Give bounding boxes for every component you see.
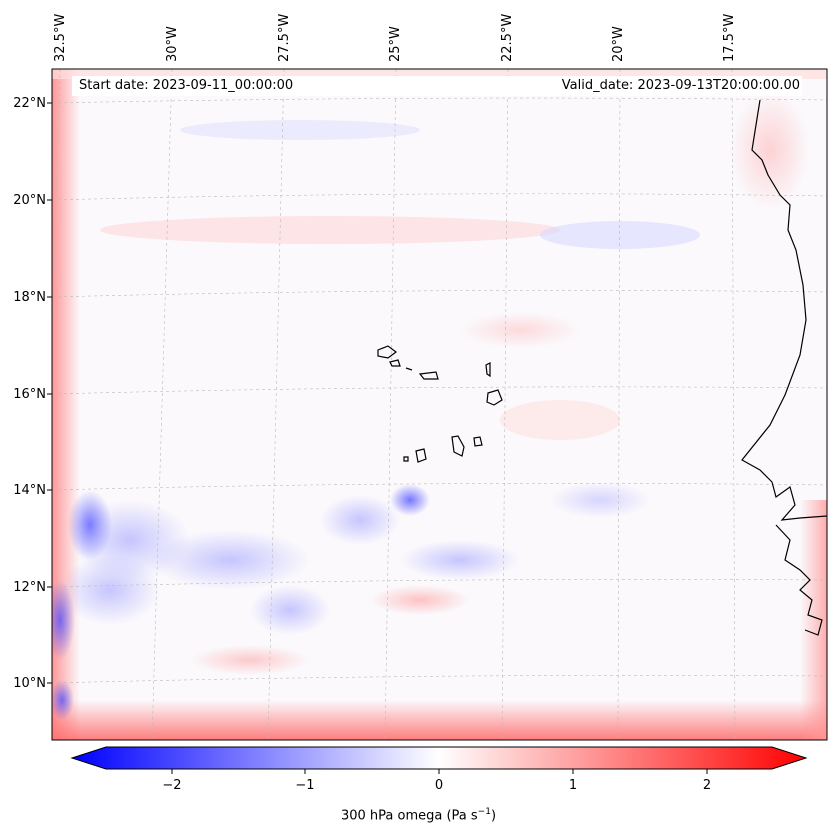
colorbar-tick-minus2: −2: [162, 778, 182, 793]
lon-label-32-5w: 32.5°W: [53, 13, 68, 62]
cabo-verde-santiago: [451, 435, 465, 457]
lat-label-10n: 10°N: [13, 676, 46, 691]
lat-label-20n: 20°N: [13, 193, 46, 208]
colorbar-tick-2: 2: [702, 778, 712, 793]
header-band: [72, 76, 802, 96]
colorbar-label: 300 hPa omega (Pa s−1): [0, 807, 837, 823]
colorbar-tick-minus1: −1: [295, 778, 315, 793]
lat-label-14n: 14°N: [13, 483, 46, 498]
lat-label-22n: 22°N: [13, 96, 46, 111]
lon-label-20w: 20°W: [611, 26, 626, 62]
omega-field: [52, 69, 827, 740]
coastline: [377, 99, 828, 636]
colorbar: [70, 746, 808, 774]
colorbar-tick-1: 1: [568, 778, 578, 793]
west-africa-coast: [741, 99, 828, 521]
colorbar-label-end: ): [490, 808, 497, 824]
start-date-label: Start date: 2023-09-11_00:00:00: [79, 78, 294, 93]
lon-label-17-5w: 17.5°W: [722, 13, 737, 62]
lon-label-22-5w: 22.5°W: [500, 13, 515, 62]
lat-label-18n: 18°N: [13, 290, 46, 305]
axis-ticks: [47, 102, 52, 684]
colorbar-tick-0: 0: [434, 778, 444, 793]
valid-date-label: Valid_date: 2023-09-13T20:00:00.00: [561, 78, 800, 93]
lon-label-25w: 25°W: [388, 26, 403, 62]
gridlines: [52, 69, 827, 740]
colorbar-label-main: 300 hPa omega (Pa s: [340, 808, 478, 824]
colorbar-body: [70, 746, 808, 770]
lon-label-30w: 30°W: [165, 26, 180, 62]
colorbar-label-sup: −1: [477, 807, 491, 817]
lon-label-27-5w: 27.5°W: [277, 13, 292, 62]
map-frame: [51, 68, 828, 741]
cabo-verde-santo-antao: [377, 345, 397, 359]
lat-label-16n: 16°N: [13, 387, 46, 402]
lat-label-12n: 12°N: [13, 580, 46, 595]
